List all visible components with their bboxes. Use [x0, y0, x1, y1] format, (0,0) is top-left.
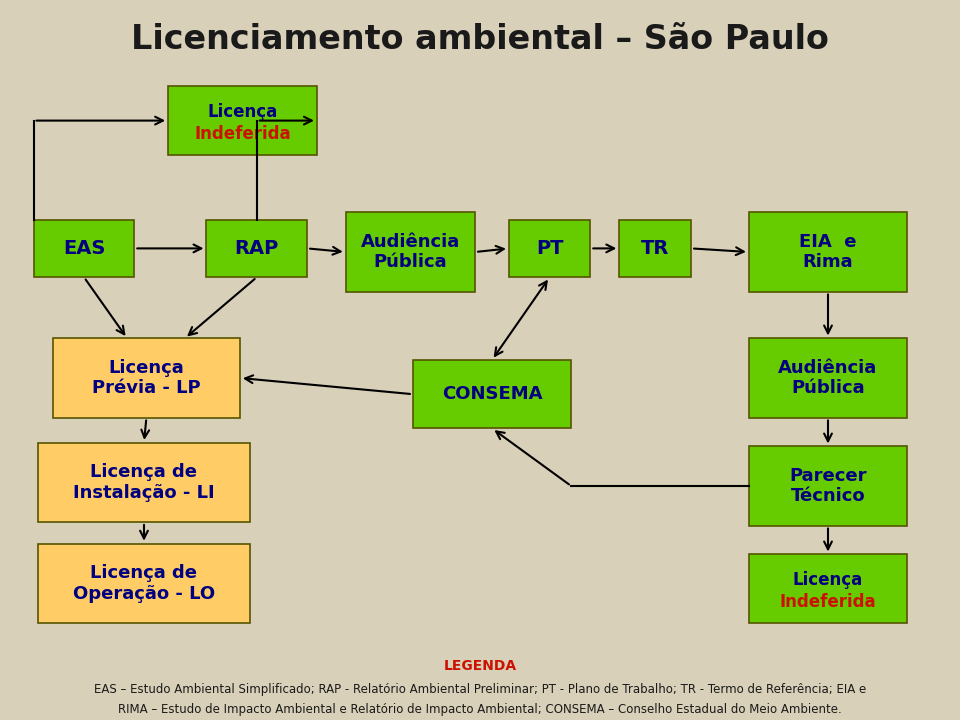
- Text: EAS: EAS: [62, 239, 106, 258]
- FancyBboxPatch shape: [53, 338, 240, 418]
- Text: Licença: Licença: [207, 103, 277, 121]
- FancyBboxPatch shape: [168, 86, 317, 155]
- FancyBboxPatch shape: [413, 360, 571, 428]
- Text: Licença de
Instalação - LI: Licença de Instalação - LI: [73, 463, 215, 502]
- Text: Audiência
Pública: Audiência Pública: [779, 359, 877, 397]
- Text: RAP: RAP: [234, 239, 279, 258]
- FancyBboxPatch shape: [749, 338, 907, 418]
- Text: PT: PT: [536, 239, 564, 258]
- FancyBboxPatch shape: [346, 212, 475, 292]
- Text: EAS – Estudo Ambiental Simplificado; RAP - Relatório Ambiental Preliminar; PT - : EAS – Estudo Ambiental Simplificado; RAP…: [94, 683, 866, 696]
- FancyBboxPatch shape: [38, 443, 250, 522]
- Text: Licenciamento ambiental – São Paulo: Licenciamento ambiental – São Paulo: [132, 23, 828, 56]
- FancyBboxPatch shape: [34, 220, 134, 277]
- Text: Licença de
Operação - LO: Licença de Operação - LO: [73, 564, 215, 603]
- FancyBboxPatch shape: [38, 544, 250, 623]
- Text: Parecer
Técnico: Parecer Técnico: [789, 467, 867, 505]
- Text: Licença
Prévia - LP: Licença Prévia - LP: [92, 359, 201, 397]
- Text: Indeferida: Indeferida: [194, 125, 291, 143]
- FancyBboxPatch shape: [749, 446, 907, 526]
- FancyBboxPatch shape: [749, 212, 907, 292]
- Text: TR: TR: [641, 239, 669, 258]
- FancyBboxPatch shape: [509, 220, 590, 277]
- Text: EIA  e
Rima: EIA e Rima: [800, 233, 856, 271]
- FancyBboxPatch shape: [749, 554, 907, 623]
- FancyBboxPatch shape: [619, 220, 691, 277]
- Text: RIMA – Estudo de Impacto Ambiental e Relatório de Impacto Ambiental; CONSEMA – C: RIMA – Estudo de Impacto Ambiental e Rel…: [118, 703, 842, 716]
- Text: CONSEMA: CONSEMA: [442, 385, 542, 403]
- FancyBboxPatch shape: [206, 220, 307, 277]
- Text: LEGENDA: LEGENDA: [444, 659, 516, 673]
- Text: Indeferida: Indeferida: [780, 593, 876, 611]
- Text: Audiência
Pública: Audiência Pública: [361, 233, 460, 271]
- Text: Licença: Licença: [793, 571, 863, 589]
